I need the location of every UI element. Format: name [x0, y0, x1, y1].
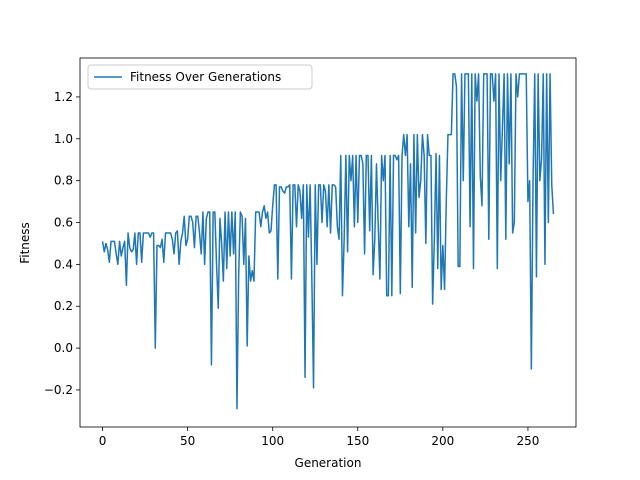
- data-line: [101, 73, 555, 410]
- y-tick-label: 0.8: [54, 174, 73, 188]
- y-tick-label: 0.6: [54, 216, 73, 230]
- y-tick-label: 0.0: [54, 341, 73, 355]
- legend-box: [87, 64, 313, 90]
- y-tick-label: −0.2: [44, 383, 73, 397]
- x-tick-label: 100: [261, 434, 284, 448]
- x-tick-label: 150: [346, 434, 369, 448]
- x-tick-label: 50: [180, 434, 195, 448]
- legend-label: Fitness Over Generations: [130, 70, 281, 84]
- x-tick-label: 0: [99, 434, 107, 448]
- y-axis-label: Fitness: [18, 222, 32, 264]
- x-tick-label: 250: [516, 434, 539, 448]
- plot-frame: [79, 57, 577, 428]
- y-tick-label: 0.4: [54, 257, 73, 271]
- x-axis-label: Generation: [295, 456, 362, 470]
- x-tick-label: 200: [431, 434, 454, 448]
- y-tick-label: 0.2: [54, 299, 73, 313]
- y-tick-label: 1.0: [54, 132, 73, 146]
- y-tick-label: 1.2: [54, 90, 73, 104]
